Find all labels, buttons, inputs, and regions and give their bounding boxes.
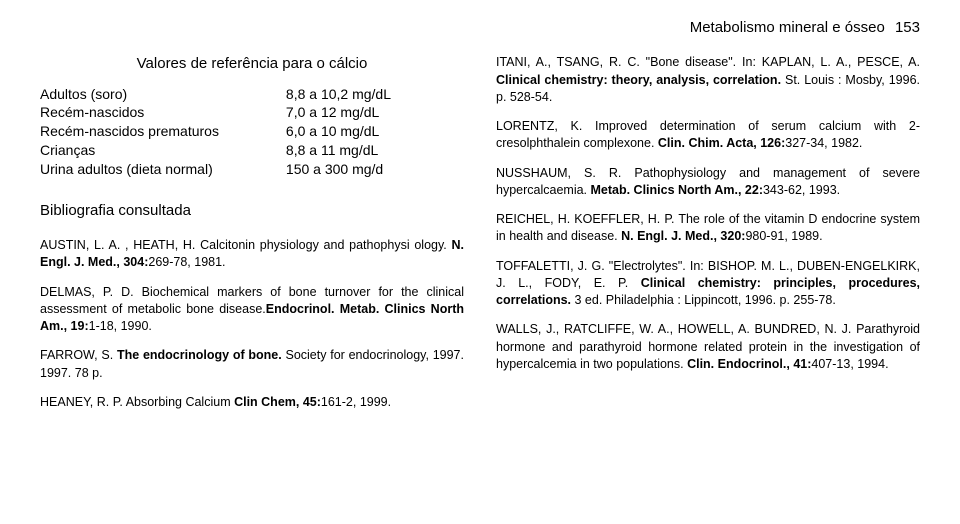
page-header: Metabolismo mineral e ósseo 153	[40, 18, 920, 38]
row-value: 8,8 a 10,2 mg/dL	[286, 85, 464, 104]
ref-authors: FARROW, S.	[40, 348, 117, 362]
bibliography-reference: AUSTIN, L. A. , HEATH, H. Calcitonin phy…	[40, 237, 464, 272]
row-value: 7,0 a 12 mg/dL	[286, 103, 464, 122]
row-label: Adultos (soro)	[40, 85, 286, 104]
ref-journal: N. Engl. J. Med., 320:	[621, 229, 745, 243]
bibliography-reference: WALLS, J., RATCLIFFE, W. A., HOWELL, A. …	[496, 321, 920, 373]
ref-tail: 1-18, 1990.	[89, 319, 152, 333]
right-references: ITANI, A., TSANG, R. C. "Bone disease". …	[496, 54, 920, 373]
bibliography-reference: ITANI, A., TSANG, R. C. "Bone disease". …	[496, 54, 920, 106]
table-row: Adultos (soro) 8,8 a 10,2 mg/dL	[40, 85, 464, 104]
ref-journal: The endocrinology of bone.	[117, 348, 282, 362]
row-label: Urina adultos (dieta normal)	[40, 160, 286, 179]
ref-journal: Clin. Chim. Acta, 126:	[658, 136, 785, 150]
bibliography-reference: NUSSHAUM, S. R. Pathophysiology and mana…	[496, 165, 920, 200]
bibliography-reference: LORENTZ, K. Improved determination of se…	[496, 118, 920, 153]
ref-authors: HEANEY, R. P. Absorbing Calcium	[40, 395, 234, 409]
ref-authors: AUSTIN, L. A. , HEATH, H. Calcitonin phy…	[40, 238, 452, 252]
header-title: Metabolismo mineral e ósseo	[690, 19, 885, 36]
bibliography-reference: TOFFALETTI, J. G. "Electrolytes". In: BI…	[496, 258, 920, 310]
bibliography-reference: REICHEL, H. KOEFFLER, H. P. The role of …	[496, 211, 920, 246]
row-label: Crianças	[40, 141, 286, 160]
ref-tail: 980-91, 1989.	[745, 229, 822, 243]
reference-table-title: Valores de referência para o cálcio	[40, 54, 464, 74]
row-value: 6,0 a 10 mg/dL	[286, 122, 464, 141]
table-row: Recém-nascidos prematuros 6,0 a 10 mg/dL	[40, 122, 464, 141]
ref-journal: Clinical chemistry: theory, analysis, co…	[496, 73, 781, 87]
bibliography-reference: DELMAS, P. D. Biochemical markers of bon…	[40, 284, 464, 336]
ref-authors: ITANI, A., TSANG, R. C. "Bone disease". …	[496, 55, 920, 69]
ref-journal: Clin. Endocrinol., 41:	[687, 357, 811, 371]
ref-tail: 343-62, 1993.	[763, 183, 840, 197]
content-columns: Valores de referência para o cálcio Adul…	[40, 54, 920, 423]
ref-tail: 407-13, 1994.	[811, 357, 888, 371]
right-column: ITANI, A., TSANG, R. C. "Bone disease". …	[496, 54, 920, 423]
ref-tail: 161-2, 1999.	[321, 395, 391, 409]
ref-tail: 327-34, 1982.	[785, 136, 862, 150]
row-value: 8,8 a 11 mg/dL	[286, 141, 464, 160]
bibliography-title: Bibliografia consultada	[40, 201, 464, 221]
left-references: AUSTIN, L. A. , HEATH, H. Calcitonin phy…	[40, 237, 464, 411]
reference-table: Adultos (soro) 8,8 a 10,2 mg/dL Recém-na…	[40, 85, 464, 179]
row-label: Recém-nascidos prematuros	[40, 122, 286, 141]
ref-journal: Metab. Clinics North Am., 22:	[591, 183, 763, 197]
ref-tail: 3 ed. Philadelphia : Lippincott, 1996. p…	[571, 293, 836, 307]
bibliography-reference: FARROW, S. The endocrinology of bone. So…	[40, 347, 464, 382]
table-row: Urina adultos (dieta normal) 150 a 300 m…	[40, 160, 464, 179]
row-value: 150 a 300 mg/d	[286, 160, 464, 179]
ref-journal: Clin Chem, 45:	[234, 395, 321, 409]
table-row: Recém-nascidos 7,0 a 12 mg/dL	[40, 103, 464, 122]
header-page-number: 153	[895, 19, 920, 36]
row-label: Recém-nascidos	[40, 103, 286, 122]
left-column: Valores de referência para o cálcio Adul…	[40, 54, 464, 423]
ref-tail: 269-78, 1981.	[148, 255, 225, 269]
bibliography-reference: HEANEY, R. P. Absorbing Calcium Clin Che…	[40, 394, 464, 411]
table-row: Crianças 8,8 a 11 mg/dL	[40, 141, 464, 160]
